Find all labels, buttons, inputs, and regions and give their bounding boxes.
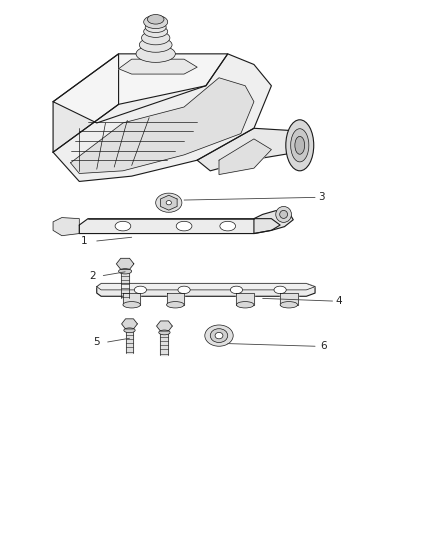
Polygon shape xyxy=(166,293,184,305)
Ellipse shape xyxy=(159,330,170,335)
Text: 1: 1 xyxy=(80,236,87,246)
Polygon shape xyxy=(219,139,272,174)
Ellipse shape xyxy=(136,45,175,62)
Ellipse shape xyxy=(148,14,164,24)
Ellipse shape xyxy=(295,136,305,154)
Polygon shape xyxy=(117,259,134,269)
Polygon shape xyxy=(53,217,79,236)
Ellipse shape xyxy=(145,22,166,33)
Polygon shape xyxy=(121,271,130,298)
Polygon shape xyxy=(123,293,141,305)
Ellipse shape xyxy=(115,221,131,231)
Polygon shape xyxy=(160,195,177,210)
Ellipse shape xyxy=(134,286,147,294)
Ellipse shape xyxy=(176,221,192,231)
Ellipse shape xyxy=(286,120,314,171)
Polygon shape xyxy=(122,319,138,329)
Polygon shape xyxy=(53,54,228,123)
Ellipse shape xyxy=(139,37,172,52)
Ellipse shape xyxy=(166,302,184,308)
Text: 6: 6 xyxy=(321,341,327,351)
Text: 3: 3 xyxy=(318,192,325,203)
Polygon shape xyxy=(97,284,315,296)
Polygon shape xyxy=(53,54,272,181)
Ellipse shape xyxy=(210,329,228,343)
Ellipse shape xyxy=(166,200,171,205)
Polygon shape xyxy=(79,219,280,233)
Polygon shape xyxy=(254,211,293,233)
Ellipse shape xyxy=(144,15,168,29)
Text: 4: 4 xyxy=(336,296,343,306)
Ellipse shape xyxy=(237,302,254,308)
Ellipse shape xyxy=(215,333,223,339)
Text: 5: 5 xyxy=(93,337,100,347)
Ellipse shape xyxy=(178,286,190,294)
Ellipse shape xyxy=(276,206,291,222)
Ellipse shape xyxy=(274,286,286,294)
Polygon shape xyxy=(119,59,197,74)
Ellipse shape xyxy=(124,328,135,333)
Polygon shape xyxy=(53,54,119,152)
Ellipse shape xyxy=(205,325,233,346)
Polygon shape xyxy=(197,128,306,171)
Text: 2: 2 xyxy=(89,271,95,280)
Polygon shape xyxy=(97,284,315,290)
Polygon shape xyxy=(156,321,172,331)
Polygon shape xyxy=(237,293,254,305)
Ellipse shape xyxy=(144,26,168,37)
Polygon shape xyxy=(126,330,134,353)
Ellipse shape xyxy=(230,286,243,294)
Ellipse shape xyxy=(280,302,297,308)
Ellipse shape xyxy=(291,128,309,162)
Ellipse shape xyxy=(155,193,182,212)
Polygon shape xyxy=(71,78,254,173)
Ellipse shape xyxy=(119,269,132,274)
Ellipse shape xyxy=(123,302,141,308)
Ellipse shape xyxy=(141,31,170,45)
Polygon shape xyxy=(280,293,297,305)
Ellipse shape xyxy=(220,221,236,231)
Polygon shape xyxy=(160,333,168,356)
Ellipse shape xyxy=(280,211,288,219)
